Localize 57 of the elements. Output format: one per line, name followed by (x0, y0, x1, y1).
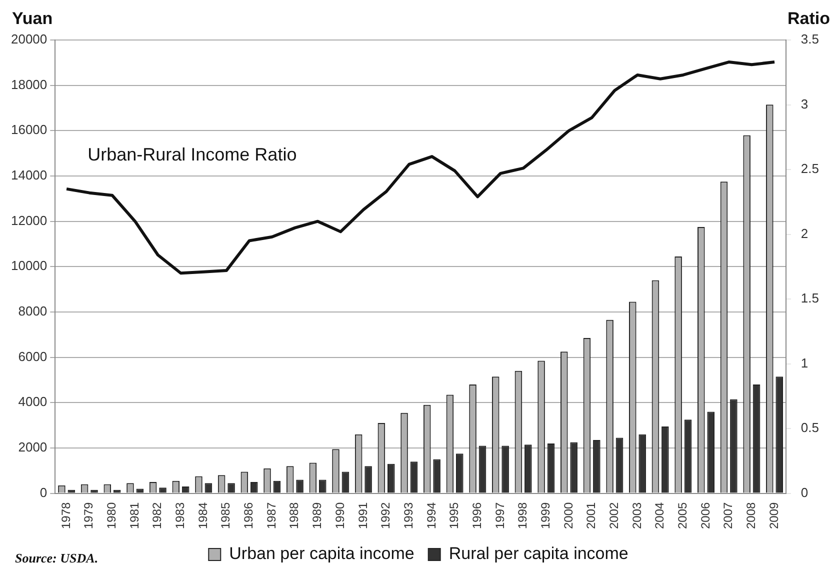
y-tick-label: 4000 (18, 394, 48, 410)
x-tick-label: 2004 (652, 502, 667, 530)
y-tick-label: 14000 (10, 168, 48, 183)
x-tick-label: 2005 (675, 502, 690, 530)
x-tick-label: 1986 (242, 502, 256, 530)
y-tick-label: 18000 (10, 76, 48, 92)
x-tick-label: 2001 (584, 502, 598, 530)
x-tick-label: 1980 (104, 502, 119, 530)
y2-tick-label: 2 (800, 226, 808, 241)
x-tick-label: 1981 (127, 502, 142, 530)
x-tick-label: 1978 (58, 502, 73, 530)
y-tick-label: 8000 (18, 304, 48, 319)
y2-tick-label: 0 (800, 484, 808, 500)
y2-tick-label: 1 (800, 355, 808, 370)
x-tick-label: 2006 (698, 502, 712, 530)
y-tick-label: 6000 (18, 348, 48, 364)
y-tick-label: 20000 (10, 32, 48, 47)
x-tick-label: 1999 (538, 502, 552, 530)
x-tick-label: 1979 (82, 502, 96, 530)
y-tick-label: 16000 (10, 122, 48, 138)
x-tick-label: 1984 (196, 502, 210, 530)
x-tick-label: 2008 (744, 502, 758, 530)
y2-tick-label: 2.5 (800, 161, 820, 176)
x-tick-label: 2007 (721, 502, 736, 530)
y-tick-label: 12000 (10, 212, 48, 228)
x-tick-label: 1992 (378, 502, 393, 530)
x-tick-label: 1997 (492, 502, 507, 530)
y-tick-label: 10000 (10, 258, 48, 274)
x-tick-label: 1985 (218, 502, 233, 530)
legend-label: Urban per capita income (229, 544, 414, 564)
x-tick-label: 1987 (264, 502, 278, 530)
x-tick-label: 1995 (447, 502, 462, 530)
series-label: Urban-Rural Income Ratio (88, 144, 297, 165)
y2-tick-label: 3.5 (800, 32, 820, 47)
y2-axis-title: Ratio (788, 9, 830, 28)
x-tick-label: 1990 (332, 502, 347, 530)
x-tick-label: 2002 (606, 502, 621, 530)
x-tick-label: 1989 (310, 502, 324, 530)
source-note: Source: USDA. (15, 550, 98, 566)
x-tick-label: 1993 (401, 502, 416, 530)
y2-tick-label: 3 (800, 96, 808, 112)
x-tick-label: 1988 (287, 502, 302, 530)
y2-tick-label: 0.5 (800, 420, 820, 436)
legend-label: Rural per capita income (448, 544, 628, 564)
x-tick-label: 1991 (356, 502, 370, 530)
x-tick-label: 1983 (173, 502, 188, 530)
x-tick-label: 2003 (630, 502, 644, 530)
x-tick-label: 2000 (561, 502, 576, 530)
x-tick-label: 2009 (766, 502, 781, 530)
y-tick-label: 0 (40, 484, 48, 500)
x-tick-label: 1998 (516, 502, 530, 530)
x-tick-label: 1982 (150, 502, 164, 530)
y-tick-label: 2000 (18, 440, 48, 455)
x-tick-label: 1996 (470, 502, 484, 530)
y-axis-title: Yuan (12, 9, 53, 28)
y2-tick-label: 1.5 (800, 290, 820, 306)
x-tick-label: 1994 (424, 502, 438, 530)
